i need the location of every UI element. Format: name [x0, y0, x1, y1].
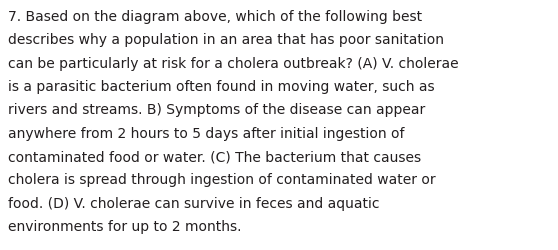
- Text: 7. Based on the diagram above, which of the following best: 7. Based on the diagram above, which of …: [8, 10, 422, 24]
- Text: food. (D) V. cholerae can survive in feces and aquatic: food. (D) V. cholerae can survive in fec…: [8, 196, 380, 210]
- Text: rivers and streams. B) Symptoms of the disease can appear: rivers and streams. B) Symptoms of the d…: [8, 103, 426, 117]
- Text: anywhere from 2 hours to 5 days after initial ingestion of: anywhere from 2 hours to 5 days after in…: [8, 126, 405, 140]
- Text: can be particularly at risk for a cholera outbreak? (A) V. cholerae: can be particularly at risk for a choler…: [8, 56, 459, 70]
- Text: describes why a population in an area that has poor sanitation: describes why a population in an area th…: [8, 33, 444, 47]
- Text: cholera is spread through ingestion of contaminated water or: cholera is spread through ingestion of c…: [8, 173, 436, 187]
- Text: contaminated food or water. (C) The bacterium that causes: contaminated food or water. (C) The bact…: [8, 150, 421, 164]
- Text: environments for up to 2 months.: environments for up to 2 months.: [8, 219, 242, 233]
- Text: is a parasitic bacterium often found in moving water, such as: is a parasitic bacterium often found in …: [8, 80, 435, 94]
